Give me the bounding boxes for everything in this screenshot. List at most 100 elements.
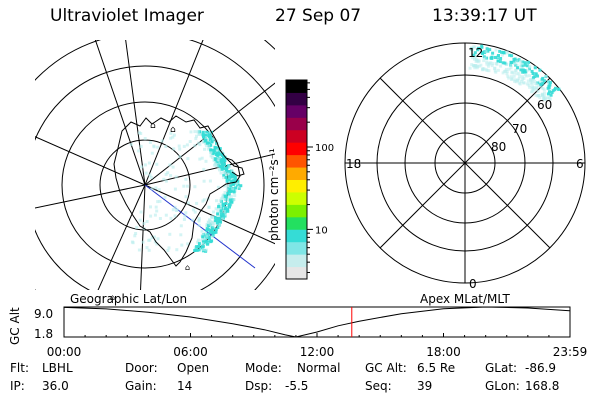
- status-flt-value: LBHL: [42, 361, 73, 375]
- observation-time: 13:39:17 UT: [432, 6, 537, 26]
- aurora-pixel: [473, 55, 477, 59]
- aurora-pixel: [230, 169, 234, 173]
- aurora-pixel: [228, 189, 231, 193]
- aurora-pixel: [530, 86, 534, 90]
- aurora-pixel: [543, 97, 547, 101]
- status-dsp-value: -5.5: [285, 379, 309, 393]
- aurora-pixel: [224, 213, 227, 217]
- aurora-pixel: [541, 76, 545, 80]
- aurora-pixel: [202, 198, 206, 202]
- aurora-pixel: [150, 187, 154, 191]
- aurora-pixel: [522, 76, 526, 80]
- aurora-pixel: [154, 186, 158, 190]
- aurora-pixel: [507, 76, 511, 80]
- aurora-pixel: [208, 138, 212, 141]
- altitude-axis-title: GC Alt: [8, 307, 22, 345]
- aurora-pixel: [232, 175, 236, 179]
- aurora-pixel: [202, 248, 205, 252]
- aurora-pixel: [231, 182, 235, 186]
- aurora-pixel: [175, 248, 179, 252]
- aurora-pixel: [227, 184, 231, 187]
- aurora-pixel: [512, 61, 516, 65]
- aurora-pixel: [510, 77, 513, 81]
- aurora-pixel: [541, 87, 545, 90]
- aurora-pixel: [158, 199, 162, 203]
- aurora-pixel: [515, 72, 519, 76]
- aurora-pixel: [534, 86, 538, 90]
- aurora-pixel: [168, 232, 172, 236]
- aurora-pixel: [533, 66, 537, 70]
- aurora-pixel: [204, 142, 208, 146]
- aurora-pixel: [485, 60, 489, 64]
- aurora-pixel: [169, 131, 173, 135]
- aurora-pixel: [523, 63, 527, 67]
- aurora-pixel: [220, 217, 224, 221]
- aurora-pixel: [215, 221, 219, 225]
- aurora-pixel: [206, 232, 210, 236]
- aurora-pixel: [198, 143, 202, 147]
- aurora-pixel: [549, 93, 553, 97]
- x-tick-label: 06:00: [173, 345, 208, 359]
- aurora-pixel: [197, 132, 201, 136]
- x-tick-label: 18:00: [426, 345, 461, 359]
- aurora-pixel: [520, 80, 523, 83]
- aurora-pixel: [140, 165, 144, 169]
- aurora-pixel: [517, 77, 521, 81]
- aurora-pixel: [220, 167, 224, 171]
- aurora-pixel: [229, 187, 233, 191]
- aurora-pixel: [220, 158, 224, 161]
- aurora-pixel: [209, 229, 213, 233]
- aurora-pixel: [496, 68, 500, 72]
- color-bar-segment: [286, 154, 307, 168]
- aurora-pixel: [504, 69, 507, 73]
- color-bar-segment: [286, 117, 307, 131]
- aurora-pixel: [528, 67, 531, 71]
- aurora-pixel: [216, 214, 220, 218]
- aurora-pixel: [197, 242, 201, 246]
- meridian-3: [35, 184, 146, 209]
- aurora-pixel: [500, 53, 504, 57]
- aurora-pixel: [169, 216, 173, 220]
- altitude-series-line: [63, 306, 570, 338]
- aurora-pixel: [485, 47, 489, 51]
- aurora-pixel: [224, 202, 228, 205]
- aurora-pixel: [195, 201, 199, 205]
- aurora-pixel: [207, 221, 210, 224]
- aurora-pixel: [491, 62, 495, 66]
- aurora-pixel: [512, 71, 516, 75]
- aurora-pixel: [477, 64, 481, 68]
- aurora-pixel: [209, 240, 213, 244]
- aurora-pixel: [532, 88, 536, 92]
- aurora-pixel: [148, 173, 152, 177]
- aurora-pixel: [233, 194, 237, 197]
- aurora-pixel: [227, 187, 231, 191]
- aurora-pixel: [209, 154, 213, 158]
- aurora-pixel: [232, 198, 236, 201]
- aurora-pixel: [546, 92, 550, 96]
- aurora-pixel: [202, 179, 206, 183]
- aurora-pixel: [223, 159, 227, 163]
- aurora-pixel: [214, 230, 218, 234]
- aurora-pixel: [206, 242, 209, 246]
- status-seq-label: Seq:: [365, 379, 392, 393]
- y-tick-label-high: 9.0: [34, 307, 53, 321]
- aurora-pixel: [221, 203, 225, 207]
- aurora-pixel: [542, 97, 546, 100]
- aurora-pixel: [476, 48, 480, 52]
- x-tick-label: 00:00: [47, 345, 82, 359]
- status-dsp-label: Dsp:: [245, 379, 273, 393]
- color-bar-segment: [286, 204, 307, 218]
- aurora-pixel: [499, 57, 503, 60]
- aurora-pixel: [482, 59, 486, 63]
- aurora-pixel: [234, 186, 238, 190]
- meridian-4: [97, 184, 146, 290]
- aurora-pixel: [526, 64, 530, 68]
- mlt-label-right: 6: [576, 157, 584, 171]
- aurora-pixel: [527, 83, 531, 87]
- aurora-pixel: [538, 80, 542, 84]
- aurora-pixel: [203, 140, 207, 143]
- aurora-pixel: [514, 69, 518, 73]
- aurora-pixel: [171, 135, 175, 139]
- aurora-pixel: [215, 199, 218, 203]
